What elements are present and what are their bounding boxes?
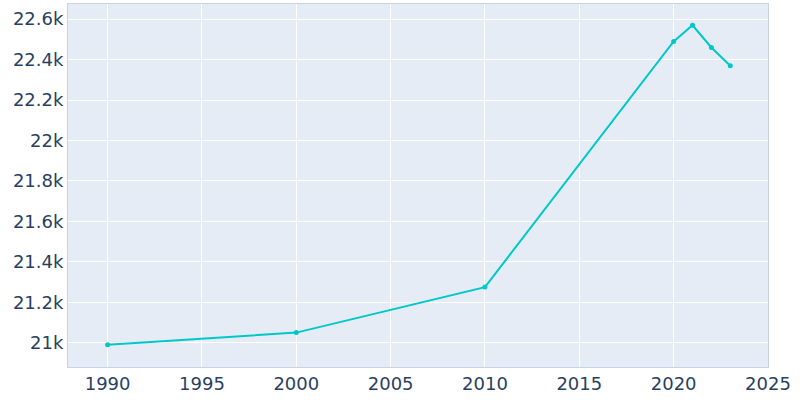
svg-text:21.6k: 21.6k — [13, 211, 64, 232]
svg-text:2015: 2015 — [556, 373, 602, 394]
svg-text:2005: 2005 — [368, 373, 414, 394]
svg-text:21.4k: 21.4k — [13, 251, 64, 272]
svg-text:22.2k: 22.2k — [13, 89, 64, 110]
svg-text:2025: 2025 — [745, 373, 791, 394]
svg-text:22.4k: 22.4k — [13, 49, 64, 70]
svg-text:2020: 2020 — [651, 373, 697, 394]
svg-text:21.2k: 21.2k — [13, 292, 64, 313]
svg-text:22.6k: 22.6k — [13, 8, 64, 29]
svg-text:21k: 21k — [30, 332, 64, 353]
svg-text:22k: 22k — [30, 130, 64, 151]
svg-text:1990: 1990 — [85, 373, 131, 394]
svg-text:2000: 2000 — [273, 373, 319, 394]
svg-text:2010: 2010 — [462, 373, 508, 394]
svg-text:1995: 1995 — [179, 373, 225, 394]
svg-text:21.8k: 21.8k — [13, 170, 64, 191]
